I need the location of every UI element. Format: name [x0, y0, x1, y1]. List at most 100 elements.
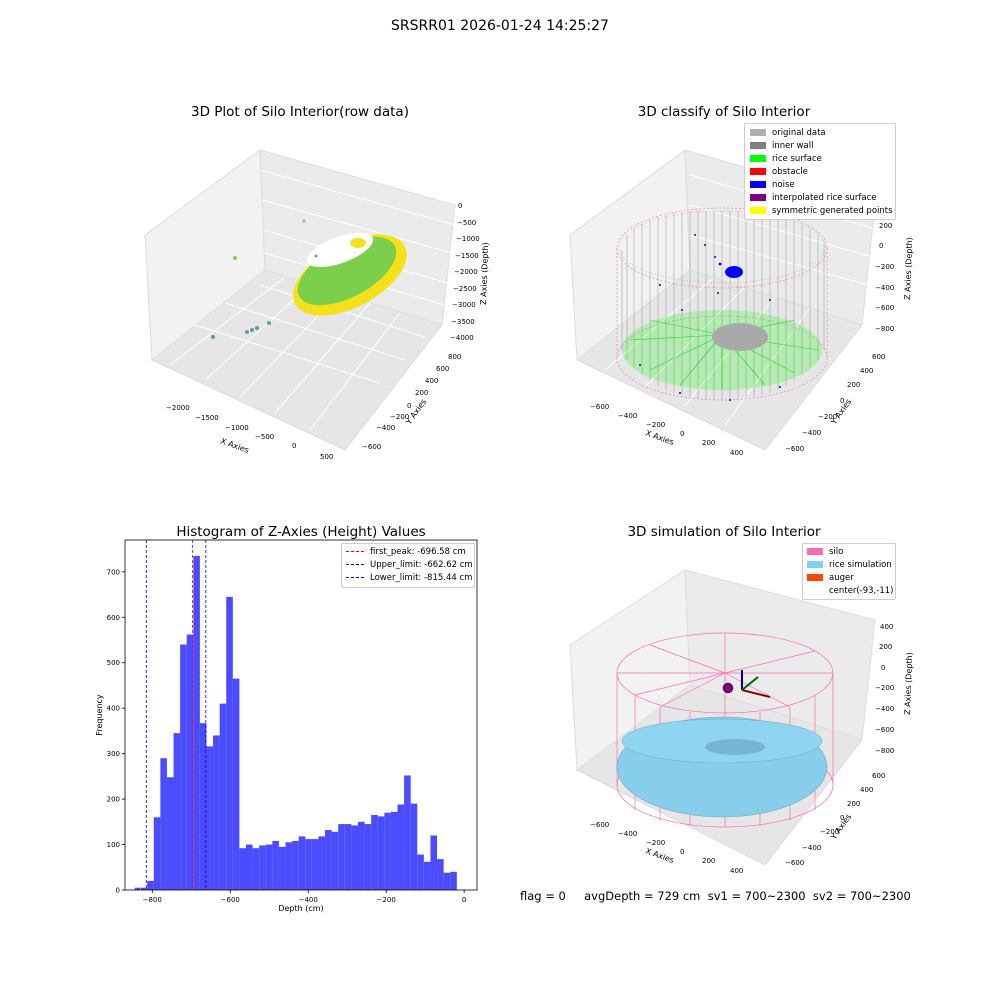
y-tick-label: −400 [802, 844, 821, 852]
legend-label: Upper_limit: -662.62 cm [370, 559, 473, 570]
x-axis-label: X Axies [219, 436, 250, 455]
panel4-title: 3D simulation of Silo Interior [627, 524, 821, 540]
legend-entry: auger [807, 571, 895, 584]
legend-swatch [750, 155, 766, 162]
legend-label: inner wall [772, 140, 814, 151]
x-axis-label: Depth (cm) [278, 904, 323, 913]
x-tick-label: −500 [255, 433, 274, 441]
histogram-bar [226, 596, 233, 890]
z-tick-label: −3000 [452, 301, 476, 309]
histogram-x-ticks: −800 −600 −400 −200 0 [143, 890, 466, 904]
x-tick-label: −1500 [195, 414, 219, 422]
y-tick-label: −200 [818, 413, 837, 421]
panel4-rice-simulation [616, 716, 828, 818]
histogram-bar [423, 861, 431, 890]
histogram-bar [160, 758, 167, 890]
panel2-3d-plot: −600 −400 −200 0 200 400 −600 −400 −200 … [569, 149, 914, 457]
legend-entry: center(-93,-11) [807, 584, 895, 597]
x-tick-label: 0 [680, 430, 684, 438]
legend-swatch [807, 587, 823, 594]
histogram-bar [351, 825, 358, 890]
raw-point [314, 254, 318, 258]
legend-line-swatch [346, 577, 364, 578]
y-axis-label: Frequency [95, 694, 104, 736]
histogram-bar [252, 848, 260, 890]
x-tick-label: −600 [590, 821, 609, 829]
raw-point [211, 335, 215, 339]
z-tick-label: 0 [881, 664, 885, 672]
y-tick-label: 0 [116, 887, 120, 895]
histogram-bar [318, 836, 326, 890]
histogram-bar [213, 735, 220, 890]
y-tick-label: −200 [820, 828, 839, 836]
x-tick-label: −200 [646, 421, 665, 429]
histogram-bars [134, 555, 457, 890]
panel2-legend: original data inner wall rice surface ob… [744, 123, 896, 220]
raw-point [233, 256, 237, 260]
z-tick-label: 400 [880, 623, 893, 631]
panel4-auger-marker [722, 670, 771, 698]
histogram-bar [377, 816, 385, 890]
panel4-center-depression [705, 739, 765, 755]
histogram-bar [311, 839, 319, 890]
panel1-3d-plot: −2000 −1500 −1000 −500 0 500 −600 −400 −… [144, 149, 490, 461]
legend-label: noise [772, 179, 795, 190]
histogram-bar [134, 887, 141, 890]
y-tick-label: 400 [860, 367, 873, 375]
y-tick-label: 600 [872, 772, 885, 780]
y-tick-label: −400 [376, 424, 395, 432]
raw-point [250, 328, 254, 332]
figure-title: SRSRR01 2026-01-24 14:25:27 [391, 18, 609, 34]
x-tick-label: 0 [462, 896, 466, 904]
legend-swatch [807, 574, 823, 581]
legend-entry: interpolated rice surface [750, 191, 895, 204]
histogram-bar [357, 821, 365, 890]
x-tick-label: 0 [680, 848, 684, 856]
y-tick-label: 200 [847, 381, 860, 389]
z-axis-label: Z Axies (Depth) [903, 652, 914, 715]
histogram-bar [219, 703, 227, 890]
histogram-bar [404, 775, 411, 890]
x-tick-label: −200 [377, 896, 396, 904]
legend-label: obstacle [772, 166, 808, 177]
histogram-y-ticks: 0 100 200 300 400 500 600 700 [107, 568, 125, 895]
histogram-bar [193, 555, 200, 890]
histogram-bar [344, 824, 352, 890]
raw-cloud-surface [297, 236, 397, 306]
y-tick-label: −600 [785, 859, 804, 867]
histogram-bar [239, 848, 246, 890]
y-tick-label: 0 [407, 402, 411, 410]
legend-line-swatch [346, 551, 364, 552]
panel2-pane-floor [576, 269, 863, 451]
panel2-rice-surface [622, 310, 822, 390]
y-tick-label: 0 [840, 397, 844, 405]
histogram-bar [364, 824, 372, 890]
y-tick-label: 0 [840, 814, 844, 822]
panel1-pane-floor [151, 269, 443, 451]
y-tick-label: −400 [802, 429, 821, 437]
histogram-bar [285, 842, 293, 890]
legend-label: center(-93,-11) [829, 585, 894, 596]
legend-entry: first_peak: -696.58 cm [346, 545, 474, 558]
x-tick-label: −600 [221, 896, 240, 904]
z-tick-label: −3500 [451, 318, 475, 326]
z-tick-label: −500 [457, 219, 476, 227]
z-tick-label: 200 [879, 222, 892, 230]
y-tick-label: 400 [860, 786, 873, 794]
x-tick-label: 200 [702, 439, 715, 447]
histogram-bar [153, 817, 161, 890]
legend-entry: Upper_limit: -662.62 cm [346, 558, 474, 571]
histogram-bar [199, 723, 207, 890]
y-tick-label: 400 [107, 705, 120, 713]
raw-point [267, 321, 271, 325]
legend-swatch [750, 207, 766, 214]
histogram-bar [245, 844, 253, 890]
legend-label: interpolated rice surface [772, 192, 877, 203]
histogram-bar [166, 777, 174, 890]
x-tick-label: −2000 [166, 404, 190, 412]
legend-entry: inner wall [750, 139, 895, 152]
y-tick-label: 600 [436, 365, 449, 373]
histogram-bar [384, 812, 391, 890]
raw-cloud-patch [350, 238, 366, 248]
raw-point [255, 326, 259, 330]
